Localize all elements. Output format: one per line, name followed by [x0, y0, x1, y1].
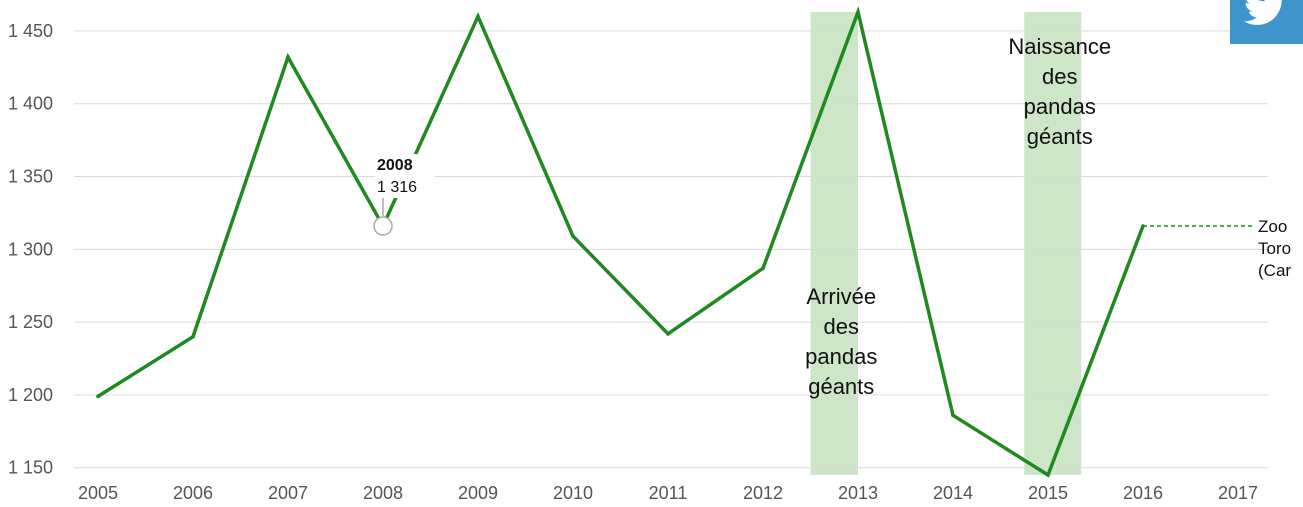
y-tick-label: 1 250: [8, 312, 53, 332]
y-tick-label: 1 450: [8, 21, 53, 41]
x-tick-label: 2014: [933, 483, 973, 503]
data-point: [1141, 224, 1145, 228]
highlight-band: [1024, 12, 1082, 475]
data-point: [761, 266, 765, 271]
x-tick-label: 2016: [1123, 483, 1163, 503]
data-point: [856, 10, 860, 14]
y-tick-label: 1 300: [8, 239, 53, 259]
band-label-line: Naissance: [1008, 34, 1111, 59]
x-tick-label: 2006: [173, 483, 213, 503]
y-tick-label: 1 150: [8, 458, 53, 478]
band-label-line: géants: [1027, 124, 1093, 149]
x-tick-label: 2015: [1028, 483, 1068, 503]
data-point: [96, 394, 100, 399]
twitter-share-button[interactable]: [1230, 0, 1303, 44]
band-label-line: géants: [808, 374, 874, 399]
x-tick-label: 2007: [268, 483, 308, 503]
y-tick-label: 1 200: [8, 385, 53, 405]
band-label-line: pandas: [805, 344, 877, 369]
tooltip-background: [375, 154, 435, 199]
y-gridlines: [74, 30, 1268, 469]
data-tooltip: 2008 1 316: [373, 154, 435, 236]
x-tick-label: 2012: [743, 483, 783, 503]
data-point: [476, 14, 480, 19]
data-point: [571, 234, 575, 239]
x-tick-label: 2008: [363, 483, 403, 503]
x-tick-label: 2005: [78, 483, 118, 503]
band-label-line: pandas: [1024, 94, 1096, 119]
y-tick-label: 1 350: [8, 167, 53, 187]
series-line: [97, 5, 1145, 478]
end-annotation-label: Toro: [1258, 239, 1291, 258]
hover-marker: [373, 216, 393, 236]
end-annotation: Zoo Toro (Car: [1143, 217, 1291, 280]
x-tick-label: 2009: [458, 483, 498, 503]
highlight-band: [810, 12, 858, 475]
y-axis-ticks: 1 150 1 200 1 250 1 300 1 350 1 400 1 450: [8, 21, 53, 478]
twitter-icon: [1243, 0, 1282, 25]
x-tick-label: 2017: [1218, 483, 1258, 503]
x-axis-ticks: 2005 2006 2007 2008 2009 2010 2011 2012 2013 2014…: [78, 483, 1258, 503]
tooltip-value: 1 316: [377, 179, 417, 196]
band-labels: Arrivée des pandas géants Naissance des pandas…: [805, 34, 1111, 399]
data-point: [666, 331, 670, 336]
band-label-line: Arrivée: [806, 284, 876, 309]
band-label-line: des: [824, 314, 859, 339]
x-tick-label: 2013: [838, 483, 878, 503]
data-point: [1046, 473, 1050, 477]
x-tick-label: 2011: [649, 483, 688, 503]
data-point: [286, 55, 290, 59]
x-tick-label: 2010: [553, 483, 593, 503]
end-annotation-label: (Car: [1258, 261, 1291, 280]
highlight-bands: [810, 12, 1082, 475]
data-point: [951, 413, 955, 418]
y-tick-label: 1 400: [8, 94, 53, 114]
end-annotation-label: Zoo: [1258, 217, 1287, 236]
band-label-line: des: [1042, 64, 1077, 89]
data-point: [191, 334, 195, 339]
series-layer: [96, 5, 1145, 478]
tooltip-year: 2008: [377, 157, 413, 174]
